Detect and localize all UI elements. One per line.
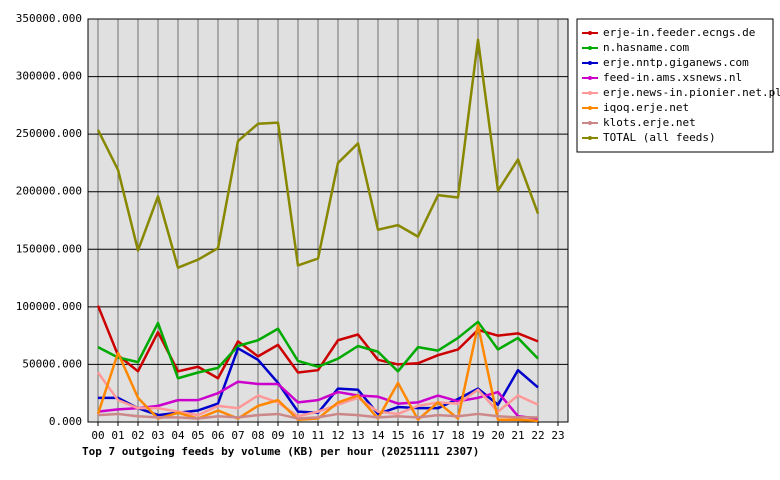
legend-dot: [588, 106, 592, 110]
legend-dot: [588, 76, 592, 80]
x-tick-label: 16: [411, 429, 424, 442]
legend-label: feed-in.ams.xsnews.nl: [603, 71, 742, 84]
y-tick-label: 250000.000: [16, 127, 82, 140]
legend-label: n.hasname.com: [603, 41, 689, 54]
legend-label: erje-in.feeder.ecngs.de: [603, 26, 755, 39]
x-tick-label: 14: [371, 429, 385, 442]
x-tick-label: 22: [531, 429, 544, 442]
legend-label: erje.news-in.pionier.net.pl: [603, 86, 780, 99]
x-tick-label: 19: [471, 429, 484, 442]
legend-label: klots.erje.net: [603, 116, 696, 129]
x-tick-label: 03: [151, 429, 164, 442]
legend-dot: [588, 91, 592, 95]
x-tick-label: 08: [251, 429, 264, 442]
x-tick-label: 18: [451, 429, 464, 442]
series-line: [97, 320, 539, 380]
x-tick-label: 12: [331, 429, 344, 442]
x-tick-label: 05: [191, 429, 204, 442]
legend-dot: [588, 136, 592, 140]
x-tick-label: 10: [291, 429, 304, 442]
series-line: [96, 38, 540, 269]
y-tick-label: 100000.000: [16, 300, 82, 313]
y-tick-label: 0.000: [49, 415, 82, 428]
chart-title: Top 7 outgoing feeds by volume (KB) per …: [82, 445, 479, 458]
series-line: [96, 371, 539, 418]
legend-label: iqoq.erje.net: [603, 101, 689, 114]
x-tick-label: 17: [431, 429, 444, 442]
x-tick-label: 01: [111, 429, 124, 442]
x-tick-label: 21: [511, 429, 524, 442]
x-tick-label: 06: [211, 429, 224, 442]
legend-dot: [588, 46, 592, 50]
x-tick-label: 20: [491, 429, 504, 442]
x-tick-label: 11: [311, 429, 324, 442]
x-tick-label: 04: [171, 429, 185, 442]
legend-dot: [588, 61, 592, 65]
x-tick-label: 13: [351, 429, 364, 442]
y-tick-label: 350000.000: [16, 12, 82, 25]
legend-dot: [588, 31, 592, 35]
x-tick-label: 23: [551, 429, 564, 442]
x-tick-label: 09: [271, 429, 284, 442]
series-line: [97, 412, 538, 420]
x-tick-label: 00: [91, 429, 104, 442]
y-tick-label: 150000.000: [16, 242, 82, 255]
legend: [576, 18, 774, 153]
y-tick-label: 200000.000: [16, 185, 82, 198]
x-tick-label: 02: [131, 429, 144, 442]
legend-dot: [588, 121, 592, 125]
legend-label: erje.nntp.giganews.com: [603, 56, 749, 69]
y-tick-label: 300000.000: [16, 70, 82, 83]
legend-label: TOTAL (all feeds): [603, 131, 716, 144]
x-tick-label: 15: [391, 429, 404, 442]
y-tick-label: 50000.000: [22, 357, 82, 370]
x-tick-label: 07: [231, 429, 244, 442]
